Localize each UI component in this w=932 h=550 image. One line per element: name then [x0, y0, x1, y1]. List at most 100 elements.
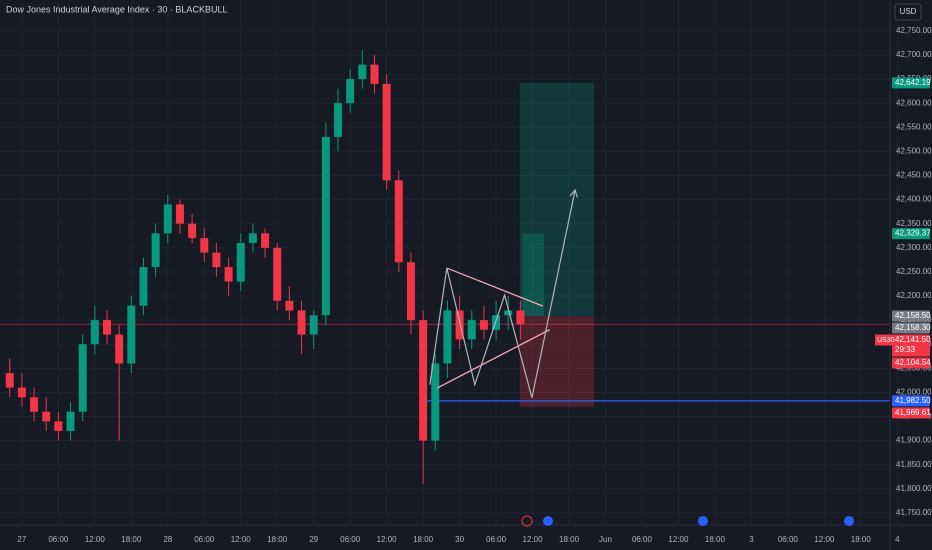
x-tick-label: 30	[455, 535, 464, 544]
price-label-box	[892, 322, 930, 334]
stop-zone	[519, 316, 594, 408]
y-tick-label: 42,000.00	[896, 388, 932, 397]
price-label: 42,158.50	[895, 311, 931, 320]
y-tick-label: 42,400.00	[896, 195, 932, 204]
candle-body	[431, 363, 440, 441]
candle-body	[297, 310, 306, 335]
candle-body	[248, 233, 257, 243]
x-tick-label: 4	[895, 535, 900, 544]
candle-body	[261, 233, 270, 248]
candle-body	[346, 79, 355, 104]
candle-body	[163, 204, 172, 234]
candle-body	[212, 252, 221, 268]
currency-box[interactable]	[894, 3, 922, 21]
candle-body	[66, 411, 75, 431]
price-label: 41,982.50	[895, 396, 931, 405]
candle-body	[285, 300, 294, 311]
candle-body	[175, 204, 184, 224]
y-tick-label: 42,450.00	[896, 171, 932, 180]
pattern-line	[436, 329, 550, 389]
symbol: US30	[877, 337, 895, 344]
event-icon[interactable]	[521, 515, 533, 527]
candle-body	[309, 315, 318, 335]
x-tick-label: 18:00	[705, 535, 726, 544]
candle-body	[115, 334, 124, 364]
x-tick-label: 12:00	[523, 535, 544, 544]
candle-body	[54, 421, 63, 431]
x-tick-label: 06:00	[632, 535, 653, 544]
candle-body	[467, 320, 476, 340]
x-tick-label: 29	[309, 535, 318, 544]
candle-body	[321, 136, 330, 316]
projection-box	[522, 233, 545, 317]
x-tick-label: 18:00	[121, 535, 142, 544]
event-flag[interactable]	[698, 516, 708, 526]
projection-path	[429, 189, 576, 398]
pattern-line	[446, 267, 544, 307]
candle-body	[188, 223, 197, 239]
symbol-box	[875, 334, 892, 346]
x-tick-label: 06:00	[48, 535, 69, 544]
candle-body	[455, 310, 464, 340]
price-label: 42,158.30	[895, 323, 931, 332]
price-label-box	[892, 395, 930, 407]
candle-body	[5, 373, 14, 388]
x-tick-label: 12:00	[377, 535, 398, 544]
y-tick-label: 41,850.00	[896, 460, 932, 469]
event-flag[interactable]	[543, 516, 553, 526]
candle-body	[516, 310, 525, 325]
y-tick-label: 42,500.00	[896, 146, 932, 155]
price-label-box	[892, 228, 930, 240]
y-tick-label: 42,550.00	[896, 122, 932, 131]
x-tick-label: 12:00	[85, 535, 106, 544]
x-tick-label: 18:00	[851, 535, 872, 544]
candle-body	[358, 64, 367, 80]
price-label: 42,104.54	[895, 358, 931, 367]
y-tick-label: 42,200.00	[896, 291, 932, 300]
candle-body	[334, 103, 343, 137]
y-tick-label: 42,350.00	[896, 219, 932, 228]
price-label-box	[892, 357, 930, 369]
price-label-box	[892, 334, 930, 357]
y-tick-label: 42,750.00	[896, 26, 932, 35]
arrow-head	[569, 188, 578, 198]
x-tick-label: 12:00	[814, 535, 835, 544]
x-tick-label: 12:00	[668, 535, 689, 544]
x-tick-label: 06:00	[778, 535, 799, 544]
y-tick-label: 41,750.00	[896, 508, 932, 517]
candle-body	[419, 320, 428, 441]
event-flag[interactable]	[844, 516, 854, 526]
x-tick-label: 18:00	[559, 535, 580, 544]
candle-body	[382, 83, 391, 181]
x-tick-label: 18:00	[413, 535, 434, 544]
y-tick-label: 42,250.00	[896, 267, 932, 276]
x-tick-label: Jun	[599, 535, 612, 544]
candle-body	[30, 397, 39, 412]
candle-body	[479, 320, 488, 330]
candle-body	[17, 387, 26, 398]
price-label-box	[892, 310, 930, 322]
chart-title: Dow Jones Industrial Average Index · 30 …	[6, 4, 227, 14]
price-label: 42,329.37	[895, 229, 931, 238]
price-label: 41,969.61	[895, 408, 931, 417]
candle-body	[236, 242, 245, 282]
candle-body	[224, 267, 233, 282]
y-tick-label: 41,800.00	[896, 484, 932, 493]
x-tick-label: 06:00	[194, 535, 215, 544]
candle-body	[42, 411, 51, 422]
candle-body	[78, 344, 87, 412]
y-tick-label: 42,300.00	[896, 243, 932, 252]
candle-body	[139, 267, 148, 306]
candle-body	[504, 310, 513, 316]
price-label-box	[892, 407, 930, 419]
candle-body	[443, 310, 452, 364]
candle-body	[200, 238, 209, 253]
candle-body	[406, 262, 415, 321]
x-tick-label: 27	[17, 535, 26, 544]
candle-body	[90, 320, 99, 345]
candle-body	[394, 180, 403, 263]
x-tick-label: 06:00	[340, 535, 361, 544]
candle-body	[370, 64, 379, 84]
